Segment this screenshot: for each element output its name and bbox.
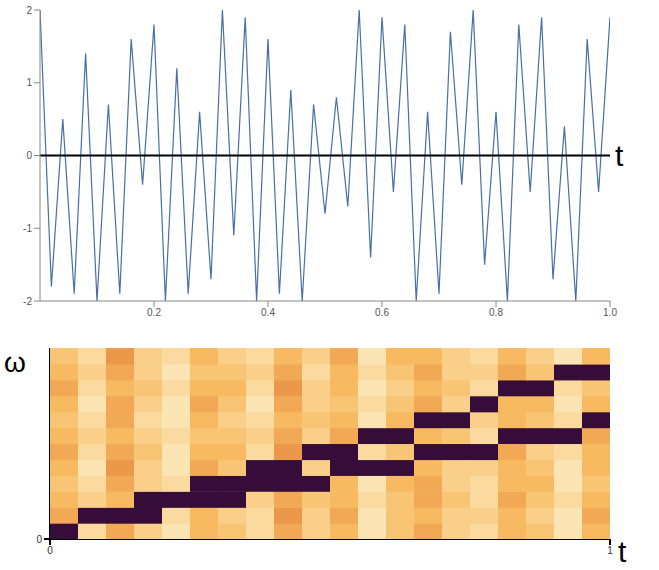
svg-text:0.4: 0.4 [261,307,275,318]
svg-text:0.8: 0.8 [489,307,503,318]
svg-text:0: 0 [26,150,32,161]
svg-text:0: 0 [36,534,42,545]
svg-text:0.6: 0.6 [375,307,389,318]
svg-text:1.0: 1.0 [603,307,617,318]
svg-text:1: 1 [26,77,32,88]
svg-text:1: 1 [607,545,613,556]
svg-text:-2: -2 [23,296,32,307]
svg-text:t: t [618,535,627,568]
svg-text:t: t [615,139,624,172]
svg-text:2: 2 [26,5,32,16]
svg-text:-1: -1 [23,223,32,234]
svg-text:0.2: 0.2 [147,307,161,318]
svg-text:ω: ω [4,347,26,378]
svg-text:0: 0 [47,545,53,556]
